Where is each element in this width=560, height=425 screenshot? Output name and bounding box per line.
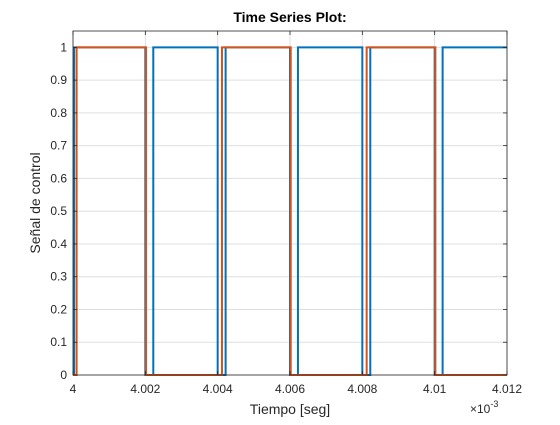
y-tick-label: 0.7 — [50, 139, 67, 153]
series-layer — [73, 46, 507, 376]
y-tick-label: 0.5 — [50, 204, 67, 218]
series-2-line — [73, 46, 507, 376]
y-tick-label: 0.8 — [50, 106, 67, 120]
x-tick-label: 4.004 — [203, 382, 233, 396]
x-tick-label: 4.012 — [492, 382, 522, 396]
y-tick-label: 0.2 — [50, 302, 67, 316]
y-tick-label: 0.3 — [50, 270, 67, 284]
y-tick-label: 0.9 — [50, 73, 67, 87]
x-tick-label: 4.008 — [347, 382, 377, 396]
x-axis-multiplier-exponent: -3 — [490, 399, 498, 409]
x-axis-multiplier: ×10-3 — [470, 399, 498, 416]
y-tick-label: 0.6 — [50, 171, 67, 185]
y-axis-title: Señal de control — [27, 152, 43, 253]
y-tick-label: 0 — [60, 368, 67, 382]
x-tick-label: 4 — [70, 382, 77, 396]
y-tick-label: 1 — [60, 40, 67, 54]
x-tick-label: 4.01 — [423, 382, 447, 396]
x-tick-label: 4.006 — [275, 382, 305, 396]
chart-title: Time Series Plot: — [233, 9, 346, 25]
x-tick-label: 4.002 — [130, 382, 160, 396]
x-axis-title: Tiempo [seg] — [250, 401, 330, 417]
axis-ticks: 4 4.002 4.004 4.006 4.008 4.01 4.012 0 0.1 0.2 0.3… — [50, 31, 522, 396]
y-tick-label: 0.1 — [50, 335, 67, 349]
y-tick-label: 0.4 — [50, 237, 67, 251]
x-axis-multiplier-base: ×10 — [470, 402, 491, 416]
